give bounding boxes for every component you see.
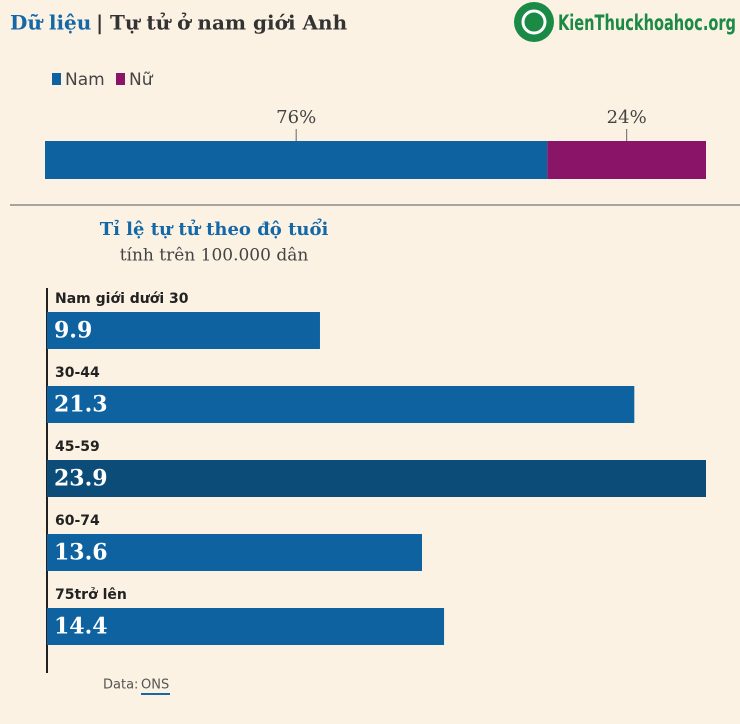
legend-label: Nữ (129, 70, 154, 90)
category-label: 30-44 (55, 365, 100, 381)
watermark: KienThuckhoahoc.org (558, 11, 736, 35)
category-label: 60-74 (55, 513, 100, 529)
value-label: 24% (607, 107, 647, 128)
bar (47, 460, 706, 497)
bar (47, 608, 445, 645)
legend-label: Nam (65, 70, 105, 90)
legend-swatch (52, 73, 61, 85)
category-label: 45-59 (55, 439, 100, 455)
watermark-logo-inner (521, 9, 547, 35)
bar-segment (547, 141, 706, 179)
data-label: 21.3 (54, 392, 108, 418)
value-label: 76% (276, 107, 316, 128)
watermark-logo (514, 2, 554, 42)
legend-swatch (116, 73, 125, 85)
chart-subtitle: tính trên 100.000 dân (120, 246, 309, 266)
bar-segment (45, 141, 548, 179)
header-title: Tự tử ở nam giới Anh (110, 11, 348, 35)
header-label: Dữ liệu (10, 11, 91, 35)
category-label: 75trở lên (55, 587, 127, 603)
data-label: 14.4 (54, 614, 108, 640)
chart-title: Tỉ lệ tự tử theo độ tuổi (100, 216, 329, 240)
data-label: 9.9 (54, 318, 92, 344)
data-label: 23.9 (54, 466, 108, 492)
data-label: 13.6 (54, 540, 108, 566)
category-label: Nam giới dưới 30 (55, 291, 189, 307)
bar (47, 386, 635, 423)
source-label: Data: (103, 678, 138, 693)
source-name: ONS (141, 678, 169, 693)
bar (47, 534, 422, 571)
header-separator: | (96, 11, 103, 35)
bar (47, 312, 320, 349)
